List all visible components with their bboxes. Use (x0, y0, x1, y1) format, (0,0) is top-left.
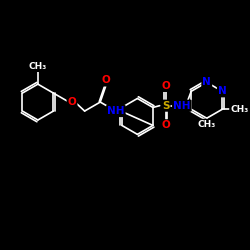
Text: CH₃: CH₃ (230, 105, 248, 114)
Text: O: O (161, 81, 170, 91)
Text: CH₃: CH₃ (198, 120, 216, 129)
Text: NH: NH (173, 101, 190, 111)
Text: N: N (202, 77, 211, 87)
Text: O: O (68, 97, 76, 107)
Text: O: O (161, 120, 170, 130)
Text: S: S (162, 101, 170, 111)
Text: NH: NH (107, 106, 124, 116)
Text: CH₃: CH₃ (29, 62, 47, 71)
Text: N: N (218, 86, 227, 96)
Text: O: O (101, 76, 110, 86)
